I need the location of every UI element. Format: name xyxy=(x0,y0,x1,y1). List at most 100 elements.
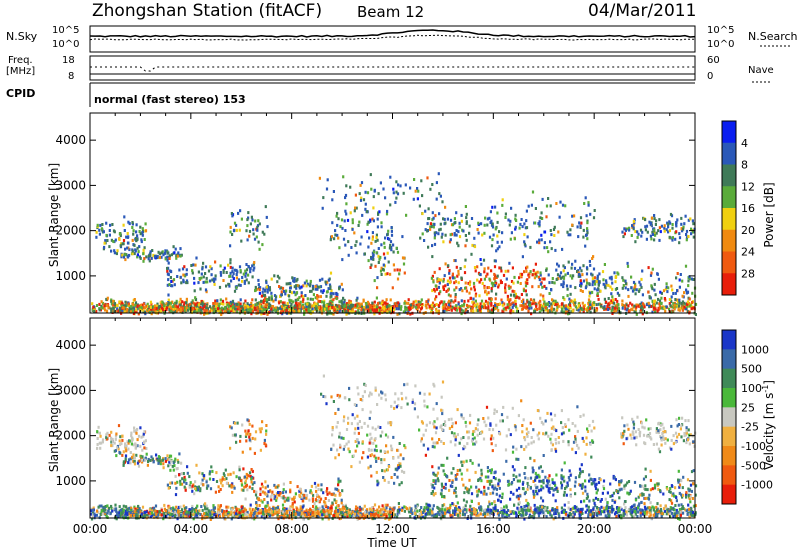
range-cell xyxy=(453,281,456,285)
range-cell xyxy=(118,505,121,509)
range-cell xyxy=(337,515,340,519)
range-cell xyxy=(507,509,510,512)
range-cell xyxy=(586,231,589,235)
range-cell xyxy=(136,506,139,510)
range-cell xyxy=(479,273,482,277)
range-cell xyxy=(525,269,528,273)
range-cell xyxy=(435,231,438,235)
range-cell xyxy=(605,300,608,304)
range-cell xyxy=(124,442,127,446)
range-cell xyxy=(362,305,365,309)
range-cell xyxy=(220,313,223,316)
range-cell xyxy=(583,202,586,205)
range-cell xyxy=(366,305,369,309)
range-cell xyxy=(500,240,503,244)
range-cell xyxy=(602,282,605,286)
range-cell xyxy=(261,230,264,234)
range-cell xyxy=(104,505,107,508)
range-cell xyxy=(469,280,472,284)
range-cell xyxy=(267,306,271,309)
range-cell xyxy=(158,252,161,256)
range-cell xyxy=(231,299,235,303)
range-cell xyxy=(256,228,259,232)
range-cell xyxy=(155,309,158,313)
range-cell xyxy=(642,510,645,514)
range-cell xyxy=(567,305,570,309)
range-cell xyxy=(141,505,145,509)
range-cell xyxy=(361,507,365,511)
range-cell xyxy=(383,301,386,305)
range-cell xyxy=(591,283,594,287)
range-cell xyxy=(370,511,373,515)
range-cell xyxy=(288,308,291,312)
range-cell xyxy=(487,505,490,509)
range-cell xyxy=(560,306,563,309)
range-cell xyxy=(229,225,232,229)
range-cell xyxy=(577,272,581,276)
range-cell xyxy=(594,309,597,313)
range-cell xyxy=(533,509,536,513)
range-cell xyxy=(668,298,671,301)
range-cell xyxy=(526,504,530,508)
range-cell xyxy=(687,503,690,507)
range-cell xyxy=(639,511,642,515)
range-cell xyxy=(194,263,197,267)
range-cell xyxy=(464,205,467,208)
range-cell xyxy=(367,302,371,306)
range-cell xyxy=(430,310,433,314)
range-cell xyxy=(611,281,614,285)
range-cell xyxy=(596,511,599,515)
range-cell xyxy=(331,306,334,309)
range-cell xyxy=(395,180,398,184)
range-cell xyxy=(632,225,635,229)
range-cell xyxy=(174,304,177,308)
range-cell xyxy=(143,310,146,314)
range-cell xyxy=(404,506,407,509)
range-cell xyxy=(148,310,151,314)
range-cell xyxy=(101,438,105,442)
range-cell xyxy=(493,510,496,514)
range-cell xyxy=(170,309,173,313)
range-cell xyxy=(362,198,366,202)
range-cell xyxy=(486,217,489,221)
range-cell xyxy=(245,268,249,272)
range-cell xyxy=(527,204,530,208)
range-cell xyxy=(332,298,335,302)
range-cell xyxy=(194,303,197,307)
range-cell xyxy=(431,301,435,305)
range-cell xyxy=(298,286,301,290)
range-cell xyxy=(183,308,186,312)
range-cell xyxy=(222,269,225,272)
range-cell xyxy=(153,308,156,312)
range-cell xyxy=(205,306,208,310)
range-cell xyxy=(337,236,340,240)
range-cell xyxy=(146,514,149,517)
range-cell xyxy=(466,303,469,307)
range-cell xyxy=(533,503,536,507)
range-cell xyxy=(651,230,654,234)
range-cell xyxy=(114,507,117,511)
range-cell xyxy=(197,281,200,285)
range-cell xyxy=(183,306,186,310)
range-cell xyxy=(610,275,613,279)
range-cell xyxy=(98,232,101,236)
range-cell xyxy=(441,232,444,236)
range-cell xyxy=(282,289,286,293)
range-cell xyxy=(397,301,400,305)
range-cell xyxy=(531,190,535,194)
range-cell xyxy=(611,305,614,309)
range-cell xyxy=(280,293,283,297)
range-cell xyxy=(460,308,463,312)
range-cell xyxy=(169,507,172,510)
range-cell xyxy=(670,300,673,304)
range-cell xyxy=(295,284,298,288)
range-cell xyxy=(328,309,331,313)
range-cell xyxy=(496,274,499,278)
range-cell xyxy=(453,233,456,237)
range-cell xyxy=(396,250,400,254)
range-cell xyxy=(158,308,161,312)
range-cell xyxy=(395,190,398,194)
range-cell xyxy=(235,273,238,276)
range-cell xyxy=(435,287,439,291)
range-cell xyxy=(243,507,246,511)
